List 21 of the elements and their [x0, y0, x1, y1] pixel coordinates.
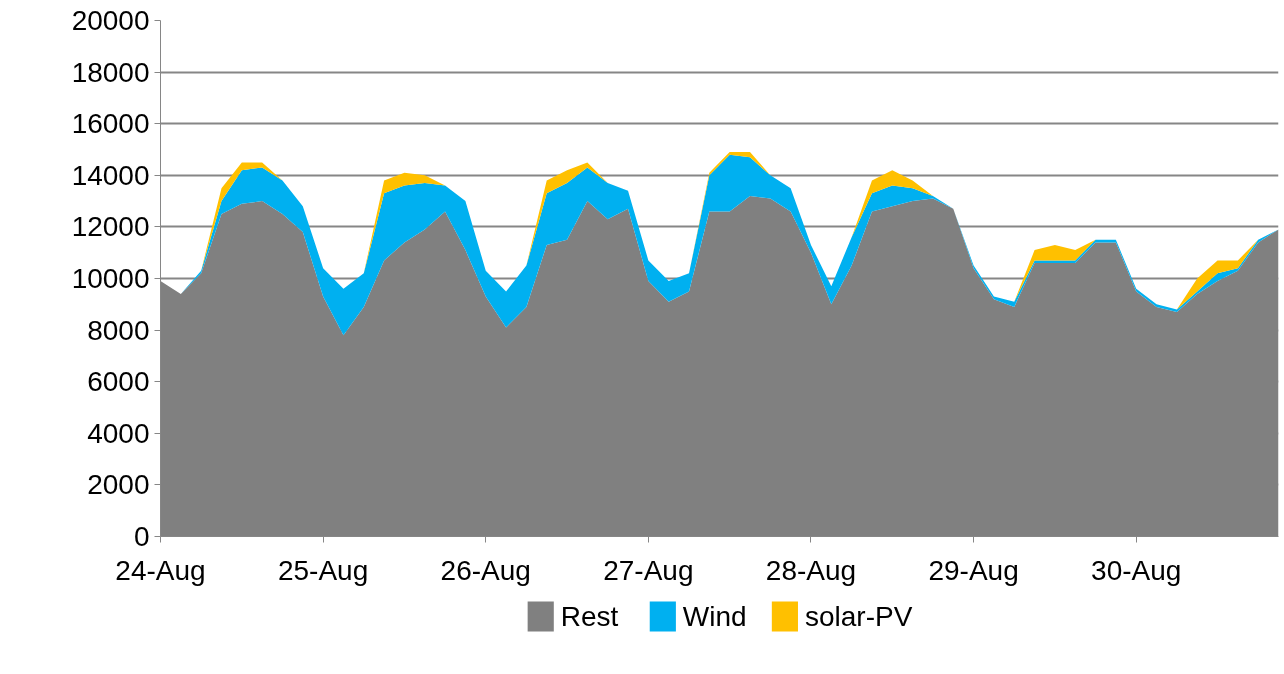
y-tick-label: 20000	[71, 5, 150, 36]
x-tick-label: 24-Aug	[115, 554, 206, 586]
x-tick-label: 28-Aug	[765, 554, 857, 586]
y-tick-label: 18000	[71, 56, 150, 88]
y-tick-label: 2000	[87, 469, 150, 501]
x-tick-label: 26-Aug	[440, 554, 531, 586]
y-tick-label: 14000	[71, 159, 150, 191]
x-tick-label: 29-Aug	[928, 554, 1019, 586]
y-tick-label: 12000	[71, 211, 150, 243]
y-tick-label: 16000	[71, 108, 150, 140]
legend-label: Rest	[560, 601, 619, 632]
x-tick-label: 27-Aug	[603, 554, 694, 586]
legend-label: Wind	[682, 601, 747, 632]
y-tick-label: 4000	[87, 417, 150, 449]
y-tick-label: 10000	[71, 263, 150, 294]
x-tick-label: 25-Aug	[277, 554, 369, 586]
y-tick-label: 8000	[87, 314, 150, 346]
legend-label: solar-PV	[804, 601, 913, 632]
y-tick-label: 6000	[87, 366, 150, 398]
y-tick-label: 0	[133, 521, 150, 552]
x-tick-label: 30-Aug	[1091, 554, 1182, 586]
